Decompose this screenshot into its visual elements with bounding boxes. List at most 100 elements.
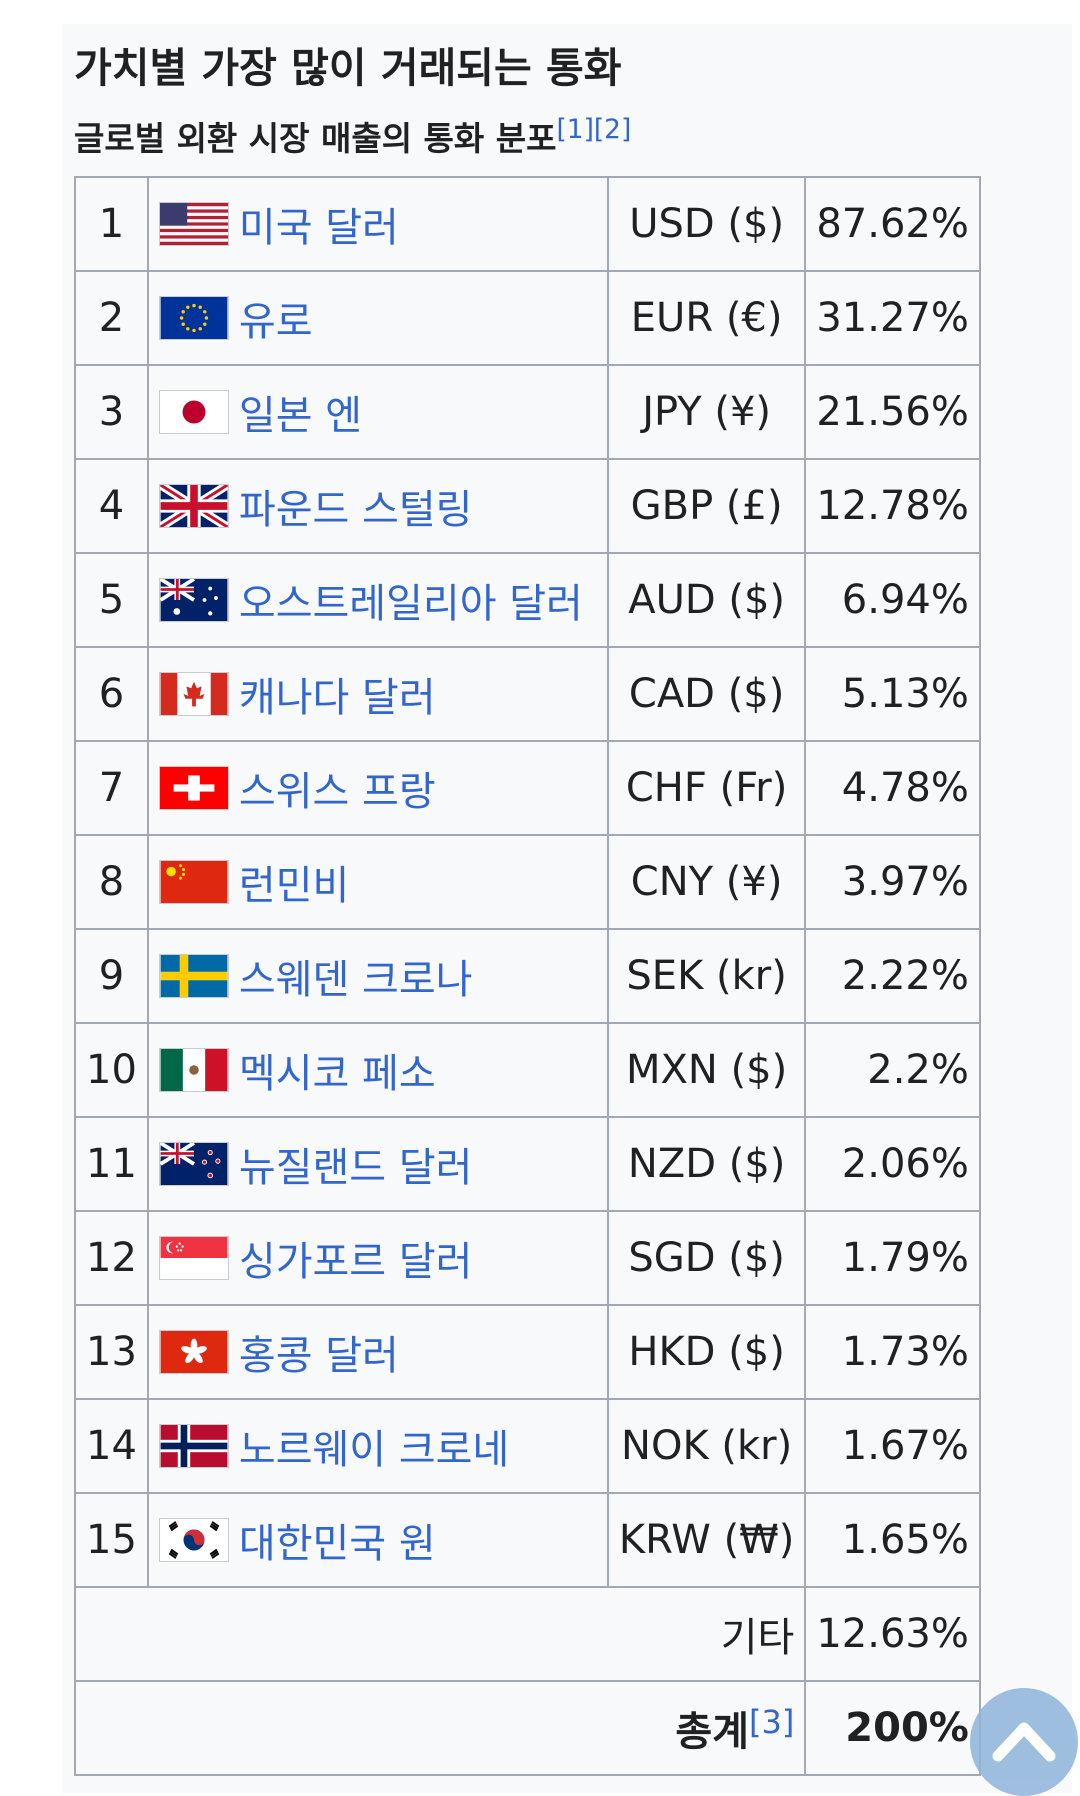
table-row: 7 스위스 프랑 CHF (Fr) 4.78%	[74, 740, 981, 836]
currency-name-cell: 유로	[146, 270, 609, 366]
flag-norway-icon[interactable]	[158, 1424, 229, 1468]
total-label-cell: 총계[3]	[73, 1680, 807, 1776]
currency-table: 1 미국 달러 USD ($) 87.62% 2 유로 EUR (€) 31.27% 3 일본 엔…	[73, 176, 981, 1776]
flag-new-zealand-icon[interactable]	[158, 1142, 229, 1186]
table-row: 13 홍콩 달러 HKD ($) 1.73%	[74, 1304, 981, 1400]
other-share: 12.63%	[804, 1586, 981, 1682]
share-cell: 2.22%	[804, 928, 981, 1024]
chevron-up-icon	[992, 1718, 1056, 1766]
table-row: 3 일본 엔 JPY (¥) 21.56%	[74, 364, 981, 460]
currency-link[interactable]: 유로	[238, 299, 313, 345]
currency-name-cell: 스위스 프랑	[146, 740, 609, 836]
ref-link-3[interactable]: [3]	[749, 1703, 795, 1741]
table-title: 가치별 가장 많이 거래되는 통화	[74, 44, 622, 92]
currency-link[interactable]: 스웨덴 크로나	[238, 957, 473, 1003]
rank-cell: 5	[74, 552, 149, 648]
currency-name-cell: 스웨덴 크로나	[146, 928, 609, 1024]
currency-link[interactable]: 파운드 스털링	[238, 487, 473, 533]
table-row: 9 스웨덴 크로나 SEK (kr) 2.22%	[74, 928, 981, 1024]
scroll-to-top-button[interactable]	[970, 1688, 1078, 1796]
flag-china-icon[interactable]	[158, 860, 229, 904]
currency-name-cell: 런민비	[146, 834, 609, 930]
share-cell: 1.73%	[804, 1304, 981, 1400]
currency-name-cell: 대한민국 원	[146, 1492, 609, 1588]
iso-code-cell: CNY (¥)	[606, 834, 807, 930]
table-row: 6 캐나다 달러 CAD ($) 5.13%	[74, 646, 981, 742]
table-row: 4 파운드 스털링 GBP (£) 12.78%	[74, 458, 981, 554]
currency-link[interactable]: 일본 엔	[238, 393, 363, 439]
currency-name-cell: 오스트레일리아 달러	[146, 552, 609, 648]
currency-link[interactable]: 노르웨이 크로네	[238, 1427, 510, 1473]
share-cell: 31.27%	[804, 270, 981, 366]
rank-cell: 9	[74, 928, 149, 1024]
table-row: 8 런민비 CNY (¥) 3.97%	[74, 834, 981, 930]
flag-australia-icon[interactable]	[158, 578, 229, 622]
currency-link[interactable]: 멕시코 페소	[238, 1051, 436, 1097]
share-cell: 1.79%	[804, 1210, 981, 1306]
flag-sweden-icon[interactable]	[158, 954, 229, 998]
iso-code-cell: SGD ($)	[606, 1210, 807, 1306]
iso-code-cell: JPY (¥)	[606, 364, 807, 460]
currency-link[interactable]: 뉴질랜드 달러	[238, 1145, 473, 1191]
flag-hong-kong-icon[interactable]	[158, 1330, 229, 1374]
flag-mexico-icon[interactable]	[158, 1048, 229, 1092]
total-row: 총계[3] 200%	[73, 1680, 981, 1776]
flag-uk-icon[interactable]	[158, 484, 229, 528]
share-cell: 21.56%	[804, 364, 981, 460]
currency-name-cell: 멕시코 페소	[146, 1022, 609, 1118]
share-cell: 87.62%	[804, 176, 981, 272]
total-share: 200%	[804, 1680, 981, 1776]
iso-code-cell: GBP (£)	[606, 458, 807, 554]
flag-canada-icon[interactable]	[158, 672, 229, 716]
rank-cell: 4	[74, 458, 149, 554]
subtitle-text: 글로벌 외환 시장 매출의 통화 분포	[74, 119, 557, 158]
share-cell: 4.78%	[804, 740, 981, 836]
flag-usa-icon[interactable]	[158, 202, 229, 246]
currency-link[interactable]: 오스트레일리아 달러	[238, 581, 583, 627]
currency-name-cell: 뉴질랜드 달러	[146, 1116, 609, 1212]
flag-singapore-icon[interactable]	[158, 1236, 229, 1280]
ref-link-2[interactable]: [2]	[593, 114, 632, 145]
flag-eu-icon[interactable]	[158, 296, 229, 340]
share-cell: 12.78%	[804, 458, 981, 554]
currency-name-cell: 홍콩 달러	[146, 1304, 609, 1400]
table-row: 15 대한민국 원 KRW (₩) 1.65%	[74, 1492, 981, 1588]
table-row: 14 노르웨이 크로네 NOK (kr) 1.67%	[74, 1398, 981, 1494]
rank-cell: 1	[74, 176, 149, 272]
other-label: 기타	[73, 1586, 807, 1682]
iso-code-cell: NZD ($)	[606, 1116, 807, 1212]
currency-name-cell: 파운드 스털링	[146, 458, 609, 554]
currency-name-cell: 캐나다 달러	[146, 646, 609, 742]
iso-code-cell: HKD ($)	[606, 1304, 807, 1400]
share-cell: 2.06%	[804, 1116, 981, 1212]
share-cell: 3.97%	[804, 834, 981, 930]
flag-japan-icon[interactable]	[158, 390, 229, 434]
rank-cell: 2	[74, 270, 149, 366]
rank-cell: 7	[74, 740, 149, 836]
currency-link[interactable]: 홍콩 달러	[238, 1333, 399, 1379]
rank-cell: 11	[74, 1116, 149, 1212]
currency-link[interactable]: 미국 달러	[238, 205, 399, 251]
share-cell: 6.94%	[804, 552, 981, 648]
table-row: 5 오스트레일리아 달러 AUD ($) 6.94%	[74, 552, 981, 648]
currency-link[interactable]: 런민비	[238, 863, 350, 909]
currency-name-cell: 일본 엔	[146, 364, 609, 460]
currency-link[interactable]: 싱가포르 달러	[238, 1239, 473, 1285]
ref-link-1[interactable]: [1]	[556, 114, 594, 145]
currency-name-cell: 싱가포르 달러	[146, 1210, 609, 1306]
currency-link[interactable]: 캐나다 달러	[238, 675, 436, 721]
currency-name-cell: 미국 달러	[146, 176, 609, 272]
table-row: 10 멕시코 페소 MXN ($) 2.2%	[74, 1022, 981, 1118]
flag-switzerland-icon[interactable]	[158, 766, 229, 810]
rank-cell: 12	[74, 1210, 149, 1306]
iso-code-cell: USD ($)	[606, 176, 807, 272]
table-row: 12 싱가포르 달러 SGD ($) 1.79%	[74, 1210, 981, 1306]
currency-link[interactable]: 스위스 프랑	[238, 769, 436, 815]
flag-south-korea-icon[interactable]	[158, 1518, 229, 1562]
currency-name-cell: 노르웨이 크로네	[146, 1398, 609, 1494]
total-label: 총계	[675, 1709, 750, 1755]
iso-code-cell: CHF (Fr)	[606, 740, 807, 836]
rank-cell: 3	[74, 364, 149, 460]
currency-link[interactable]: 대한민국 원	[238, 1521, 436, 1567]
share-cell: 1.65%	[804, 1492, 981, 1588]
